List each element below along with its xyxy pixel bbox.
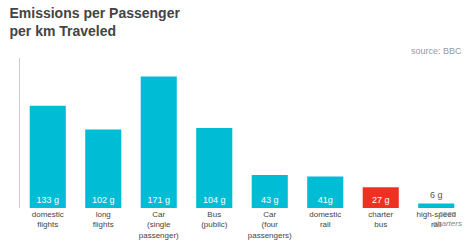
- svg-text:Car(fourpassengers): Car(fourpassengers): [248, 210, 292, 240]
- svg-text:source: BBC: source: BBC: [411, 46, 462, 56]
- svg-text:high-speedrail: high-speedrail: [416, 210, 456, 229]
- svg-text:133 g: 133 g: [36, 195, 59, 205]
- svg-text:27 g: 27 g: [372, 195, 390, 205]
- svg-text:102 g: 102 g: [92, 195, 115, 205]
- svg-text:cococharters: cococharters: [433, 209, 462, 228]
- svg-text:domesticrail: domesticrail: [309, 210, 341, 229]
- svg-text:longflights: longflights: [93, 210, 114, 229]
- svg-text:charterbus: charterbus: [368, 210, 393, 229]
- svg-text:171 g: 171 g: [147, 195, 170, 205]
- svg-text:43 g: 43 g: [261, 195, 279, 205]
- svg-text:domesticflights: domesticflights: [32, 210, 64, 229]
- svg-text:104 g: 104 g: [203, 195, 226, 205]
- svg-text:Emissions per Passengerper km: Emissions per Passengerper km Traveled: [9, 5, 180, 39]
- svg-text:6 g: 6 g: [430, 190, 443, 200]
- svg-text:Car(singlepassenger): Car(singlepassenger): [139, 210, 179, 240]
- svg-text:41g: 41g: [318, 195, 333, 205]
- svg-text:Bus(public): Bus(public): [201, 210, 228, 229]
